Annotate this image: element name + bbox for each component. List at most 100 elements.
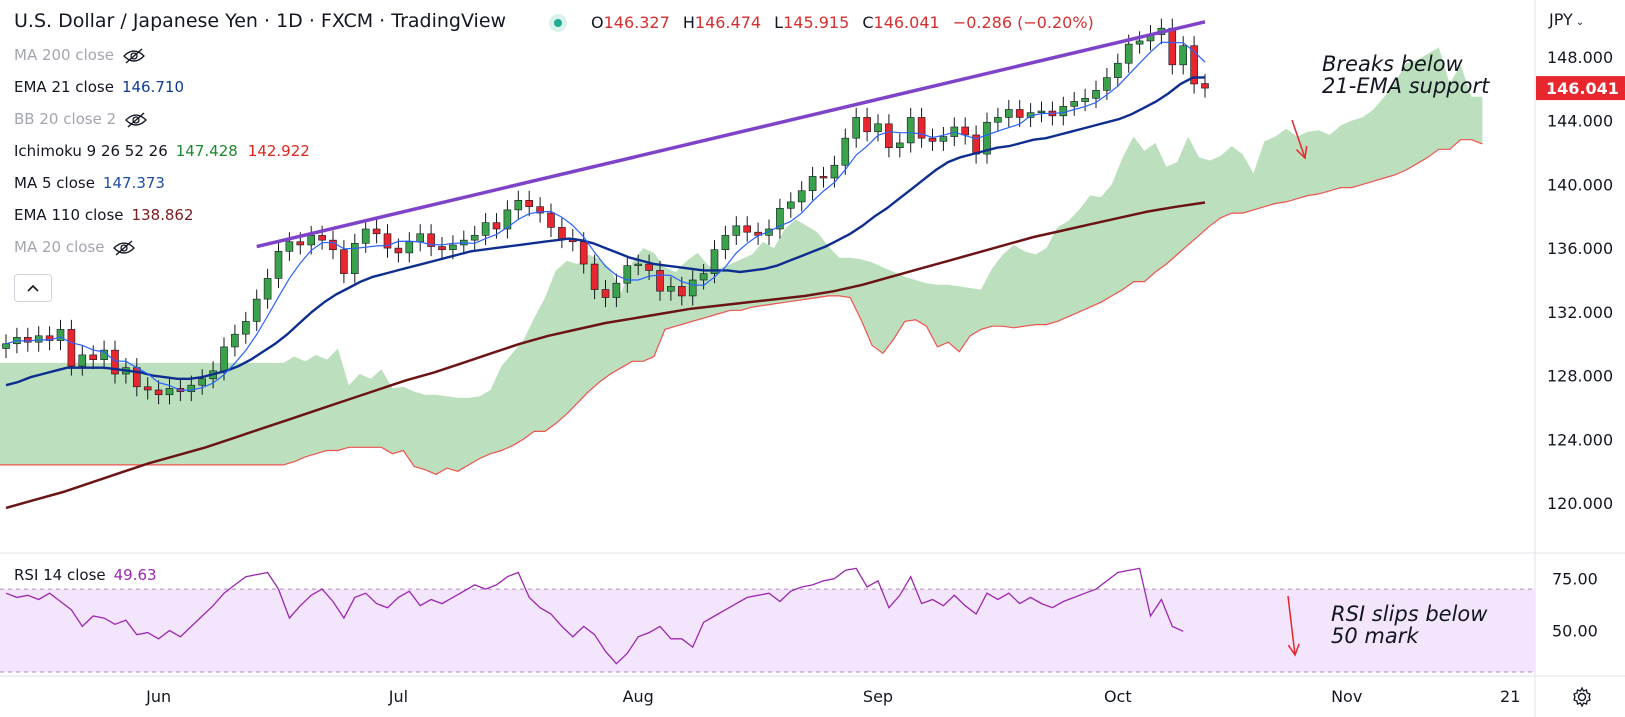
candle-body xyxy=(863,117,871,133)
annotation-line: Breaks below xyxy=(1322,52,1463,76)
candle-body xyxy=(470,235,479,241)
candle-body xyxy=(296,241,305,246)
ema-21-path xyxy=(5,76,1206,387)
candle-body xyxy=(721,235,730,251)
arrow-breaks-head xyxy=(1295,146,1308,160)
indicator-label: MA 5 close xyxy=(14,174,95,192)
candle-body xyxy=(285,241,294,252)
candle-body xyxy=(558,227,566,239)
price-tick-label: 124.000 xyxy=(1547,430,1613,449)
eye-off-icon[interactable] xyxy=(122,46,146,64)
price-tick-label: 132.000 xyxy=(1547,303,1613,322)
ohlc-readout: O146.327 H146.474 L145.915 C146.041 −0.2… xyxy=(591,13,1094,32)
candle-body xyxy=(1070,101,1078,107)
candle-body xyxy=(1135,40,1144,45)
candle-body xyxy=(928,137,937,142)
annotation-line: 50 mark xyxy=(1331,624,1419,648)
indicator-row[interactable]: BB 20 close 2 xyxy=(14,108,148,130)
candle-body xyxy=(263,278,272,300)
close-value: 146.041 xyxy=(873,13,940,32)
candle-body xyxy=(503,209,512,230)
candle-body xyxy=(231,333,239,348)
candle-body xyxy=(917,117,926,139)
chevron-down-icon: ⌄ xyxy=(1575,17,1585,28)
time-tick-label: Nov xyxy=(1331,687,1362,706)
time-tick-label: Jun xyxy=(145,687,171,706)
market-status-icon[interactable] xyxy=(549,14,567,32)
candle-body xyxy=(710,249,719,274)
rsi-axis: 50.00 75.00 xyxy=(1552,570,1598,641)
candle-body xyxy=(895,142,904,149)
candle-body xyxy=(645,263,653,271)
candle-body xyxy=(1103,77,1111,91)
candle-body xyxy=(492,222,501,230)
candle-body xyxy=(830,164,839,179)
trendline[interactable] xyxy=(256,20,1206,249)
candle-body xyxy=(983,121,991,155)
last-price-label: 146.041 xyxy=(1546,79,1619,98)
time-tick-label: 21 xyxy=(1500,687,1520,706)
candle-body xyxy=(841,137,850,166)
indicator-row[interactable]: MA 5 close 147.373 xyxy=(14,172,175,194)
time-tick-label: Jul xyxy=(388,687,408,706)
rsi-legend: RSI 14 close 49.63 xyxy=(14,566,157,584)
indicator-row[interactable]: MA 20 close xyxy=(14,236,136,258)
candle-body xyxy=(438,246,446,251)
candle-body xyxy=(427,233,435,247)
candle-body xyxy=(885,123,893,149)
ma-5-path xyxy=(5,41,1206,391)
candle-body xyxy=(819,176,828,179)
candle-body xyxy=(198,378,206,386)
indicator-row[interactable]: Ichimoku 9 26 52 26 147.428 142.922 xyxy=(14,140,320,162)
indicator-row[interactable]: EMA 110 close 138.862 xyxy=(14,204,204,226)
candle-body xyxy=(1004,109,1013,118)
change-value: −0.286 (−0.20%) xyxy=(952,13,1094,32)
gear-icon[interactable] xyxy=(1571,686,1593,708)
price-axis[interactable]: 120.000 124.000 128.000 132.000 136.000 140.0… xyxy=(1536,48,1625,513)
rsi-value: 49.63 xyxy=(113,566,157,584)
collapse-legend-button[interactable] xyxy=(14,274,52,302)
indicator-row[interactable]: EMA 21 close 146.710 xyxy=(14,76,194,98)
rsi-line xyxy=(5,567,1184,665)
chevron-up-icon xyxy=(27,284,39,292)
candle-body xyxy=(318,235,326,241)
rsi-band xyxy=(0,589,1535,672)
currency-selector[interactable]: JPY ⌄ xyxy=(1549,10,1584,29)
candle-body xyxy=(220,346,228,372)
currency-label: JPY xyxy=(1549,10,1573,29)
candle-body xyxy=(1081,98,1089,102)
eye-off-icon[interactable] xyxy=(124,110,148,128)
candle-body xyxy=(1037,110,1046,113)
indicator-label: EMA 21 close xyxy=(14,78,114,96)
arrow-rsi-head xyxy=(1287,643,1300,657)
indicator-value: 146.710 xyxy=(121,78,184,96)
candle-body xyxy=(1015,109,1024,118)
candle-body xyxy=(2,343,10,349)
time-tick-label: Sep xyxy=(863,687,893,706)
candle-body xyxy=(481,222,490,236)
candle-body xyxy=(601,289,610,298)
time-axis[interactable]: Jun Jul Aug Sep Oct Nov 21 xyxy=(145,687,1520,706)
candle-body xyxy=(274,251,283,279)
rsi-path xyxy=(5,567,1184,665)
candle-body xyxy=(797,190,806,203)
symbol-title[interactable]: U.S. Dollar / Japanese Yen · 1D · FXCM ·… xyxy=(14,10,507,32)
candle-body xyxy=(372,228,381,235)
candle-body xyxy=(143,386,152,391)
indicator-value: 138.862 xyxy=(131,206,194,224)
candle-body xyxy=(579,241,588,265)
candle-body xyxy=(252,298,261,322)
indicator-row[interactable]: MA 200 close xyxy=(14,44,146,66)
eye-off-icon[interactable] xyxy=(112,238,136,256)
candle-body xyxy=(78,354,87,367)
cloud-span-b xyxy=(0,139,1483,476)
candle-body xyxy=(699,273,708,281)
price-tick-label: 144.000 xyxy=(1547,112,1613,131)
candle-body xyxy=(361,228,370,244)
resistance-trendline xyxy=(256,20,1206,249)
candle-body xyxy=(590,263,599,290)
candle-body xyxy=(1190,45,1198,85)
candle-body xyxy=(808,176,817,192)
candle-body xyxy=(634,263,643,266)
